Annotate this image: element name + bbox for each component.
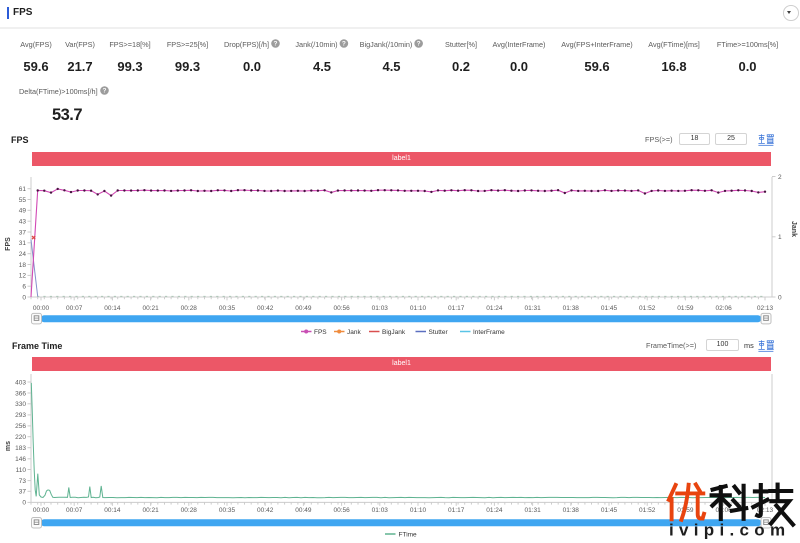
svg-text:01:17: 01:17	[448, 507, 465, 514]
svg-text:BigJank: BigJank	[382, 329, 406, 336]
svg-text:293: 293	[15, 412, 26, 419]
svg-text:01:45: 01:45	[601, 507, 618, 514]
svg-text:00:42: 00:42	[257, 507, 274, 514]
svg-text:?: ?	[102, 88, 106, 95]
svg-text:01:45: 01:45	[601, 305, 618, 312]
svg-text:183: 183	[15, 445, 26, 452]
svg-text:73: 73	[19, 478, 27, 485]
svg-text:403: 403	[15, 379, 26, 386]
svg-text:01:24: 01:24	[486, 305, 503, 312]
svg-text:00:28: 00:28	[181, 305, 198, 312]
svg-text:00:56: 00:56	[333, 305, 350, 312]
svg-text:00:00: 00:00	[33, 305, 50, 312]
svg-text:00:21: 00:21	[142, 305, 159, 312]
svg-text:ms: ms	[5, 441, 12, 451]
svg-text:18: 18	[19, 262, 27, 269]
svg-text:31: 31	[19, 240, 27, 247]
svg-text:01:38: 01:38	[563, 305, 580, 312]
svg-text:00:35: 00:35	[219, 305, 236, 312]
svg-text:00:07: 00:07	[66, 507, 83, 514]
svg-text:330: 330	[15, 401, 26, 408]
svg-text:FPS: FPS	[314, 329, 327, 336]
svg-text:FTime: FTime	[399, 531, 418, 538]
svg-text:Stutter: Stutter	[429, 329, 449, 336]
svg-text:00:35: 00:35	[219, 507, 236, 514]
svg-text:00:42: 00:42	[257, 305, 274, 312]
svg-text:00:21: 00:21	[142, 507, 159, 514]
svg-text:02:06: 02:06	[715, 507, 732, 514]
svg-text:12: 12	[19, 273, 27, 280]
svg-text:00:28: 00:28	[181, 507, 198, 514]
svg-text:01:52: 01:52	[639, 305, 656, 312]
svg-text:InterFrame: InterFrame	[473, 329, 505, 336]
svg-text:0: 0	[778, 294, 782, 301]
svg-text:01:10: 01:10	[410, 507, 427, 514]
svg-text:01:59: 01:59	[677, 305, 694, 312]
svg-text:6: 6	[22, 284, 26, 291]
svg-text:61: 61	[19, 186, 27, 193]
svg-text:02:13: 02:13	[757, 507, 774, 514]
svg-text:02:06: 02:06	[715, 305, 732, 312]
svg-text:?: ?	[274, 41, 278, 48]
svg-text:146: 146	[15, 456, 26, 463]
svg-text:24: 24	[19, 251, 27, 258]
svg-text:01:17: 01:17	[448, 305, 465, 312]
svg-text:1: 1	[778, 234, 782, 241]
svg-text:01:31: 01:31	[524, 305, 541, 312]
svg-text:110: 110	[16, 467, 27, 474]
svg-text:01:31: 01:31	[524, 507, 541, 514]
svg-text:43: 43	[19, 219, 27, 226]
svg-text:02:13: 02:13	[757, 305, 774, 312]
svg-text:ivipi.com: ivipi.com	[669, 521, 790, 540]
svg-text:0: 0	[22, 294, 26, 301]
svg-text:00:00: 00:00	[33, 507, 50, 514]
svg-text:2: 2	[778, 174, 782, 181]
svg-text:FPS: FPS	[5, 237, 12, 251]
svg-text:?: ?	[342, 41, 346, 48]
svg-text:01:10: 01:10	[410, 305, 427, 312]
svg-text:00:56: 00:56	[333, 507, 350, 514]
svg-text:01:24: 01:24	[486, 507, 503, 514]
svg-text:00:07: 00:07	[66, 305, 83, 312]
svg-text:220: 220	[15, 434, 26, 441]
svg-text:Jank: Jank	[790, 221, 797, 237]
svg-text:256: 256	[15, 423, 26, 430]
svg-text:37: 37	[19, 229, 27, 236]
svg-text:01:38: 01:38	[563, 507, 580, 514]
svg-text:00:14: 00:14	[104, 305, 121, 312]
svg-text:Jank: Jank	[347, 329, 361, 336]
svg-text:00:49: 00:49	[295, 305, 312, 312]
svg-text:37: 37	[19, 489, 27, 496]
svg-text:00:49: 00:49	[295, 507, 312, 514]
svg-text:55: 55	[19, 197, 27, 204]
svg-text:?: ?	[417, 41, 421, 48]
svg-text:366: 366	[15, 390, 26, 397]
svg-text:01:52: 01:52	[639, 507, 656, 514]
svg-text:49: 49	[19, 208, 27, 215]
svg-text:01:03: 01:03	[372, 507, 389, 514]
svg-text:01:03: 01:03	[372, 305, 389, 312]
svg-text:0: 0	[22, 500, 26, 507]
svg-text:00:14: 00:14	[104, 507, 121, 514]
